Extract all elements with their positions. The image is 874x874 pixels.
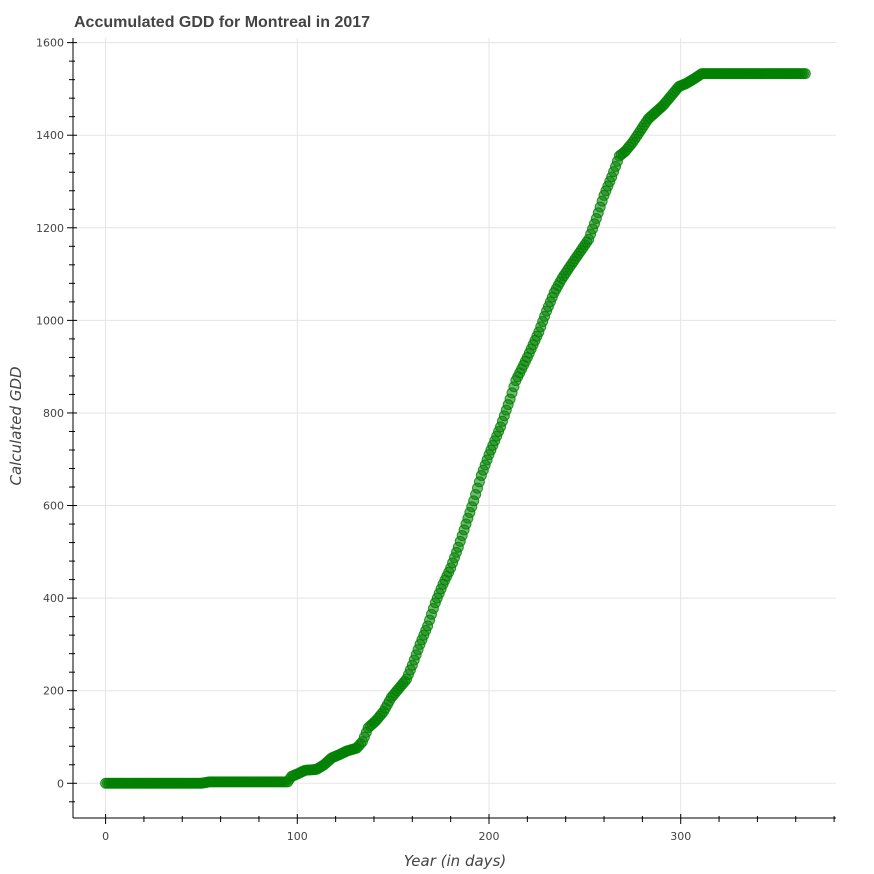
y-tick-label: 600 xyxy=(43,500,64,513)
data-points xyxy=(100,68,811,789)
x-tick-label: 0 xyxy=(102,830,109,843)
y-tick-label: 800 xyxy=(43,407,64,420)
y-tick-label: 0 xyxy=(57,777,64,790)
x-tick-label: 300 xyxy=(670,830,691,843)
x-tick-label: 100 xyxy=(287,830,308,843)
chart-title: Accumulated GDD for Montreal in 2017 xyxy=(74,14,370,31)
y-tick-label: 1000 xyxy=(36,314,64,327)
data-point xyxy=(799,68,811,80)
x-axis-label: Year (in days) xyxy=(404,852,506,870)
grid-lines xyxy=(73,38,836,818)
y-axis-label: Calculated GDD xyxy=(7,366,25,485)
y-tick-label: 400 xyxy=(43,592,64,605)
y-tick-label: 1400 xyxy=(36,129,64,142)
y-tick-label: 1200 xyxy=(36,222,64,235)
y-tick-label: 200 xyxy=(43,685,64,698)
x-tick-label: 200 xyxy=(479,830,500,843)
axes: 0 100 200 300 0 200 400 600 800 1000 1200 1400 1600 xyxy=(36,37,836,843)
y-tick-label: 1600 xyxy=(36,37,64,50)
